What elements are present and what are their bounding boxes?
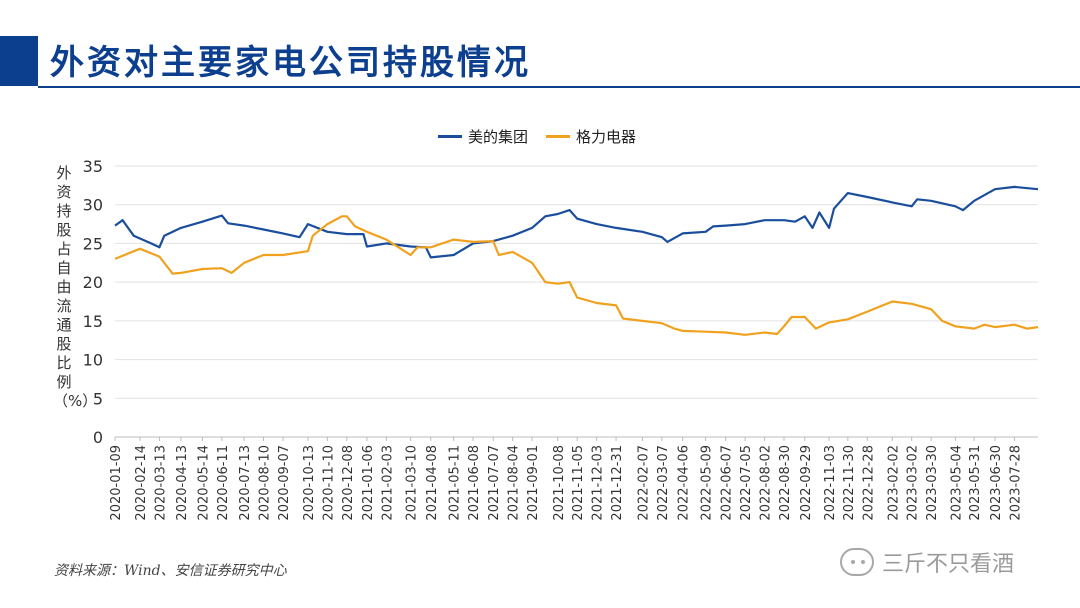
legend-item-midea: 美的集团 xyxy=(438,126,528,147)
y-tick-label: 25 xyxy=(83,234,103,253)
x-tick-label: 2021-10-08 xyxy=(552,445,567,521)
x-tick-label: 2021-09-01 xyxy=(526,445,541,521)
y-tick-label: 0 xyxy=(93,428,103,447)
x-tick-label: 2021-11-05 xyxy=(571,445,586,521)
x-tick-label: 2020-07-13 xyxy=(238,445,253,521)
x-tick-label: 2021-05-11 xyxy=(448,445,463,521)
x-tick-label: 2021-07-07 xyxy=(487,445,502,521)
x-tick-label: 2020-05-14 xyxy=(196,445,211,521)
x-tick-label: 2023-07-28 xyxy=(1008,445,1023,521)
x-tick-label: 2021-08-04 xyxy=(507,445,522,521)
x-tick-label: 2022-12-28 xyxy=(861,445,876,521)
x-tick-label: 2020-10-13 xyxy=(302,445,317,521)
x-tick-label: 2020-11-10 xyxy=(321,445,336,521)
x-tick-label: 2022-11-30 xyxy=(842,445,857,521)
page-title: 外资对主要家电公司持股情况 xyxy=(50,43,531,83)
x-tick-label: 2023-03-02 xyxy=(906,445,921,521)
y-tick-label: 30 xyxy=(83,196,103,215)
x-tick-label: 2020-08-10 xyxy=(258,445,273,521)
watermark-text: 三斤不只看酒 xyxy=(882,552,1015,577)
series-line-gree xyxy=(114,215,1039,336)
x-tick-label: 2020-06-11 xyxy=(216,445,231,521)
chat-bubble-icon xyxy=(840,548,874,576)
watermark: 三斤不只看酒 xyxy=(840,546,1014,578)
x-tick-label: 2022-05-09 xyxy=(700,445,715,521)
y-tick-label: 5 xyxy=(93,389,103,408)
x-tick-label: 2022-03-07 xyxy=(656,445,671,521)
x-tick-label: 2022-08-02 xyxy=(759,445,774,521)
x-tick-label: 2023-03-30 xyxy=(925,445,940,521)
x-tick-label: 2020-01-09 xyxy=(109,445,124,521)
x-tick-label: 2023-05-04 xyxy=(949,445,964,521)
x-tick-label: 2021-01-06 xyxy=(361,445,376,521)
x-tick-label: 2021-02-03 xyxy=(380,445,395,521)
title-underline xyxy=(38,86,1080,88)
x-tick-label: 2020-12-08 xyxy=(341,445,356,521)
x-tick-label: 2021-12-31 xyxy=(610,445,625,521)
chart-legend: 美的集团 格力电器 xyxy=(438,126,636,147)
x-tick-label: 2021-03-10 xyxy=(405,445,420,521)
x-tick-label: 2020-04-13 xyxy=(175,445,190,521)
x-tick-label: 2022-09-29 xyxy=(799,445,814,521)
x-tick-label: 2022-04-06 xyxy=(677,445,692,521)
x-tick-label: 2022-06-07 xyxy=(720,445,735,521)
x-tick-label: 2020-09-07 xyxy=(277,445,292,521)
source-note: 资料来源：Wind、安信证券研究中心 xyxy=(54,563,287,579)
title-accent-bar xyxy=(0,36,38,86)
x-tick-label: 2021-06-08 xyxy=(467,445,482,521)
legend-swatch-midea xyxy=(438,135,462,138)
y-tick-label: 20 xyxy=(83,273,103,292)
y-tick-label: 15 xyxy=(83,312,103,331)
legend-swatch-gree xyxy=(546,135,571,138)
series-line-midea xyxy=(114,185,1039,259)
y-tick-label: 35 xyxy=(83,157,103,176)
x-tick-label: 2021-12-03 xyxy=(591,445,606,521)
x-tick-label: 2023-02-02 xyxy=(886,445,901,521)
x-tick-label: 2023-05-31 xyxy=(968,445,983,521)
legend-item-gree: 格力电器 xyxy=(546,126,636,147)
legend-label-midea: 美的集团 xyxy=(468,128,529,146)
x-tick-label: 2022-11-03 xyxy=(823,445,838,521)
x-tick-label: 2021-04-08 xyxy=(425,445,440,521)
y-tick-label: 10 xyxy=(83,351,103,370)
x-tick-label: 2022-07-05 xyxy=(739,445,754,521)
x-tick-label: 2020-02-14 xyxy=(134,445,149,521)
x-tick-label: 2022-02-07 xyxy=(636,445,651,521)
x-tick-label: 2023-06-30 xyxy=(989,445,1004,521)
x-tick-label: 2020-03-13 xyxy=(153,445,168,521)
legend-label-gree: 格力电器 xyxy=(576,128,637,146)
x-tick-label: 2022-08-30 xyxy=(778,445,793,521)
